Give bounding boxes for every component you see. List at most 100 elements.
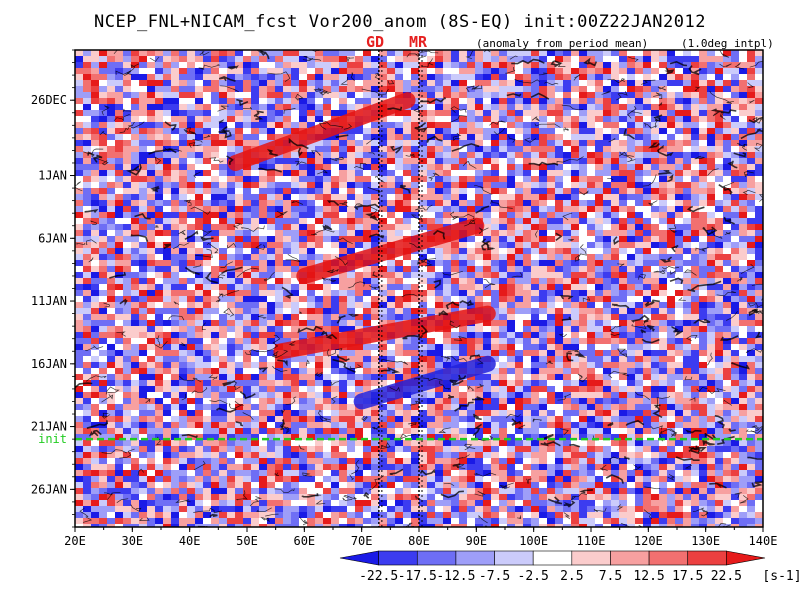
field-cell (371, 320, 379, 326)
field-cell (699, 248, 707, 254)
field-cell (91, 122, 99, 128)
field-cell (219, 314, 227, 320)
field-cell (435, 140, 443, 146)
field-cell (707, 104, 715, 110)
field-cell (123, 362, 131, 368)
field-cell (667, 320, 675, 326)
field-cell (267, 116, 275, 122)
field-cell (547, 344, 555, 350)
field-cell (571, 200, 579, 206)
field-cell (659, 134, 667, 140)
field-cell (539, 356, 547, 362)
field-cell (651, 50, 659, 56)
field-cell (107, 236, 115, 242)
field-cell (587, 206, 595, 212)
field-cell (707, 248, 715, 254)
field-cell (275, 200, 283, 206)
field-cell (419, 170, 427, 176)
field-cell (203, 320, 211, 326)
field-cell (123, 278, 131, 284)
field-cell (571, 332, 579, 338)
field-cell (747, 236, 755, 242)
field-cell (459, 266, 467, 272)
field-cell (451, 128, 459, 134)
field-cell (147, 332, 155, 338)
field-cell (155, 188, 163, 194)
field-cell (187, 158, 195, 164)
field-cell (299, 182, 307, 188)
field-cell (419, 104, 427, 110)
field-cell (611, 116, 619, 122)
field-cell (411, 92, 419, 98)
field-cell (187, 260, 195, 266)
field-cell (595, 368, 603, 374)
field-cell (379, 146, 387, 152)
field-cell (683, 80, 691, 86)
field-cell (395, 170, 403, 176)
field-cell (331, 140, 339, 146)
field-cell (355, 278, 363, 284)
field-cell (667, 104, 675, 110)
field-cell (611, 92, 619, 98)
field-cell (131, 86, 139, 92)
field-cell (555, 302, 563, 308)
field-cell (627, 110, 635, 116)
field-cell (715, 392, 723, 398)
field-cell (163, 248, 171, 254)
field-cell (307, 212, 315, 218)
field-cell (219, 140, 227, 146)
field-cell (395, 350, 403, 356)
field-cell (515, 254, 523, 260)
field-cell (579, 254, 587, 260)
field-cell (595, 338, 603, 344)
field-cell (427, 218, 435, 224)
field-cell (435, 218, 443, 224)
field-cell (579, 266, 587, 272)
field-cell (419, 218, 427, 224)
field-cell (699, 218, 707, 224)
field-cell (315, 368, 323, 374)
field-cell (643, 260, 651, 266)
field-cell (147, 278, 155, 284)
field-cell (707, 278, 715, 284)
field-cell (715, 218, 723, 224)
field-cell (467, 212, 475, 218)
field-cell (83, 158, 91, 164)
field-cell (235, 386, 243, 392)
field-cell (451, 386, 459, 392)
field-cell (531, 272, 539, 278)
field-cell (547, 68, 555, 74)
field-cell (75, 302, 83, 308)
field-cell (195, 350, 203, 356)
field-cell (739, 326, 747, 332)
field-cell (467, 140, 475, 146)
field-cell (579, 248, 587, 254)
field-cell (363, 206, 371, 212)
field-cell (555, 278, 563, 284)
field-cell (555, 296, 563, 302)
field-cell (483, 284, 491, 290)
field-cell (403, 68, 411, 74)
field-cell (251, 194, 259, 200)
field-cell (659, 296, 667, 302)
field-cell (307, 164, 315, 170)
field-cell (531, 194, 539, 200)
field-cell (659, 98, 667, 104)
field-cell (155, 152, 163, 158)
field-cell (411, 122, 419, 128)
field-cell (187, 182, 195, 188)
field-cell (643, 152, 651, 158)
field-cell (563, 182, 571, 188)
field-cell (595, 230, 603, 236)
field-cell (195, 380, 203, 386)
field-cell (283, 80, 291, 86)
field-cell (115, 86, 123, 92)
field-cell (747, 134, 755, 140)
field-cell (699, 92, 707, 98)
field-cell (291, 290, 299, 296)
field-cell (459, 260, 467, 266)
field-cell (75, 98, 83, 104)
field-cell (107, 260, 115, 266)
field-cell (171, 374, 179, 380)
field-cell (155, 260, 163, 266)
